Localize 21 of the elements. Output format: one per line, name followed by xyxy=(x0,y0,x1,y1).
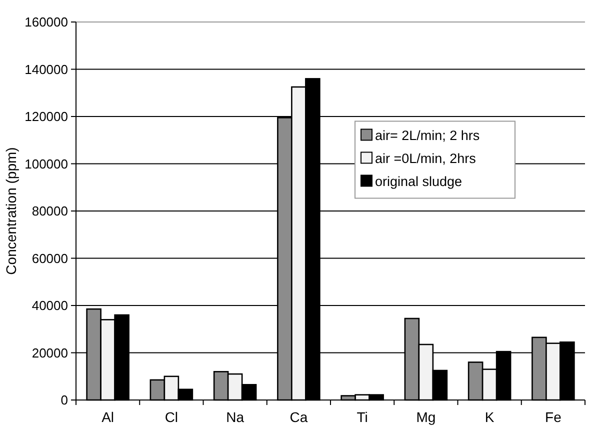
y-tick-label: 100000 xyxy=(24,156,68,172)
x-tick-label: Ca xyxy=(290,409,308,425)
y-tick-label: 160000 xyxy=(24,14,68,30)
x-tick-label: K xyxy=(484,409,495,425)
x-tick-label: Al xyxy=(102,409,114,425)
y-axis-title: Concentration (ppm) xyxy=(3,147,19,275)
y-tick-label: 140000 xyxy=(24,62,68,77)
x-tick-label: Cl xyxy=(164,409,178,425)
y-tick-label: 120000 xyxy=(24,109,68,124)
x-tick-label: Mg xyxy=(416,409,436,425)
legend-label: original sludge xyxy=(375,174,462,189)
y-tick-label: 0 xyxy=(60,392,68,408)
legend-label: air= 2L/min; 2 hrs xyxy=(375,128,480,143)
legend-label: air =0L/min, 2hrs xyxy=(375,150,476,166)
y-tick-label: 60000 xyxy=(32,250,68,266)
x-tick-label: Ti xyxy=(356,409,368,425)
y-tick-label: 80000 xyxy=(32,204,68,219)
y-tick-label: 40000 xyxy=(32,298,68,314)
y-tick-label: 20000 xyxy=(32,345,68,360)
x-tick-label: Fe xyxy=(545,409,562,425)
x-tick-label: Na xyxy=(226,409,244,425)
